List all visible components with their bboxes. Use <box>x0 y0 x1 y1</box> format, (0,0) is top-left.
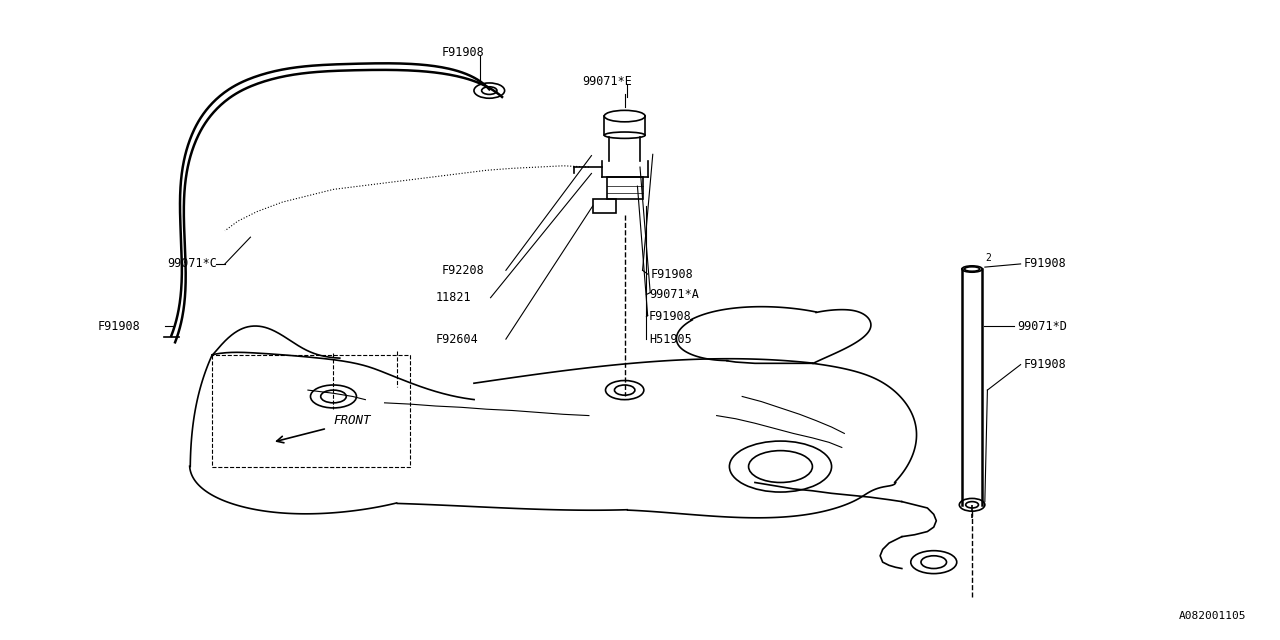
Text: A082001105: A082001105 <box>1179 611 1247 621</box>
Text: 99071*E: 99071*E <box>582 74 632 88</box>
Text: F91908: F91908 <box>442 46 485 59</box>
Text: F91908: F91908 <box>650 268 692 280</box>
Text: F91908: F91908 <box>1023 358 1066 371</box>
Text: F91908: F91908 <box>649 310 691 323</box>
Text: F92604: F92604 <box>435 333 479 346</box>
Text: F92208: F92208 <box>442 264 485 276</box>
Text: H51905: H51905 <box>649 333 691 346</box>
Text: F91908: F91908 <box>97 320 140 333</box>
Text: FRONT: FRONT <box>334 414 371 427</box>
Text: 11821: 11821 <box>435 291 471 304</box>
Bar <box>607 177 643 199</box>
Bar <box>593 199 616 213</box>
Text: 99071*A: 99071*A <box>649 288 699 301</box>
Text: 99071*C: 99071*C <box>168 257 218 271</box>
Text: 2: 2 <box>984 253 991 262</box>
Text: F91908: F91908 <box>1023 257 1066 271</box>
Text: 99071*D: 99071*D <box>1016 320 1066 333</box>
